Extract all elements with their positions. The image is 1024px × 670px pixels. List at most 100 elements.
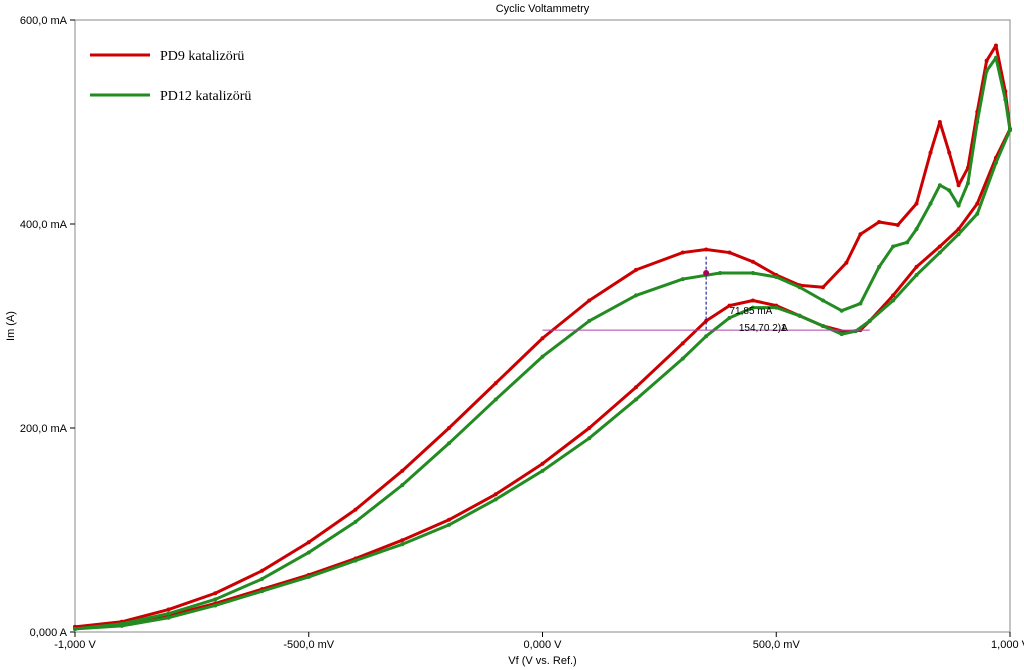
series-marker [821,285,825,289]
series-marker [1008,128,1012,132]
series-marker [1003,98,1007,102]
series-marker [751,271,755,275]
series-marker [634,268,638,272]
series-marker [120,624,124,628]
cyclic-voltammetry-chart: Cyclic Voltammetry -1,000 V -500,0 mV 0,000… [0,0,1024,670]
series-marker [634,397,638,401]
series-marker [957,232,961,236]
series-marker [877,220,881,224]
annotation-text: 1 [781,323,787,334]
series-marker [447,426,451,430]
series-marker [634,293,638,297]
series-marker [400,469,404,473]
y-tick-label: 600,0 mA [20,15,68,27]
series-marker [400,538,404,542]
series-marker [681,277,685,281]
y-axis-label: Im (A) [5,311,17,341]
series-marker [728,251,732,255]
series-marker [213,597,217,601]
series-marker [73,627,77,631]
series-marker [718,271,722,275]
series-marker [798,285,802,289]
series-marker [938,120,942,124]
chart-background [0,0,1024,670]
series-marker [704,334,708,338]
series-marker [915,202,919,206]
series-marker [975,120,979,124]
series-marker [905,240,909,244]
series-marker [858,302,862,306]
series-marker [167,608,171,612]
series-marker [975,202,979,206]
series-marker [587,299,591,303]
series-marker [840,332,844,336]
x-tick-label: 500,0 mV [753,639,801,651]
series-marker [260,577,264,581]
y-tick-label: 200,0 mA [20,423,68,435]
x-tick-label: 0,000 V [524,639,563,651]
series-marker [994,161,998,165]
series-marker [891,244,895,248]
series-marker [447,441,451,445]
series-marker [774,306,778,310]
series-marker [213,591,217,595]
legend-label: PD12 katalizörü [160,89,251,104]
series-marker [985,59,989,63]
series-marker [167,612,171,616]
series-marker [929,151,933,155]
series-marker [858,232,862,236]
series-marker [400,542,404,546]
series-marker [307,540,311,544]
series-marker [947,188,951,192]
y-tick-label: 400,0 mA [20,219,68,231]
series-marker [541,462,545,466]
series-marker [957,204,961,208]
series-marker [840,309,844,313]
series-marker [447,518,451,522]
series-marker [307,550,311,554]
series-marker [681,357,685,361]
series-marker [541,336,545,340]
series-marker [821,324,825,328]
series-marker [821,299,825,303]
series-marker [751,299,755,303]
series-marker [891,299,895,303]
x-tick-label: -1,000 V [54,639,96,651]
series-marker [541,469,545,473]
series-marker [915,227,919,231]
peak-marker-dot [703,270,709,276]
series-marker [896,223,900,227]
series-marker [494,492,498,496]
series-marker [868,319,872,323]
series-marker [681,341,685,345]
annotation-text: 71,85 mA [730,306,773,317]
x-axis-label: Vf (V vs. Ref.) [508,655,576,667]
chart-container: Cyclic Voltammetry -1,000 V -500,0 mV 0,000… [0,0,1024,670]
y-tick-label: 0,000 A [30,627,68,639]
series-marker [494,381,498,385]
series-marker [307,575,311,579]
series-marker [587,426,591,430]
series-marker [994,44,998,48]
series-marker [915,273,919,277]
series-marker [167,616,171,620]
series-marker [587,319,591,323]
series-marker [938,251,942,255]
series-marker [494,397,498,401]
legend-label: PD9 katalizörü [160,49,244,64]
series-marker [938,244,942,248]
series-marker [260,589,264,593]
series-marker [947,151,951,155]
series-marker [844,261,848,265]
x-tick-label: -500,0 mV [283,639,334,651]
series-marker [938,183,942,187]
series-marker [985,69,989,73]
series-marker [915,265,919,269]
series-marker [994,56,998,60]
series-marker [213,603,217,607]
x-tick-label: 1,000 V [991,639,1024,651]
series-marker [354,520,358,524]
series-marker [587,436,591,440]
chart-title: Cyclic Voltammetry [496,3,590,15]
series-marker [751,260,755,264]
